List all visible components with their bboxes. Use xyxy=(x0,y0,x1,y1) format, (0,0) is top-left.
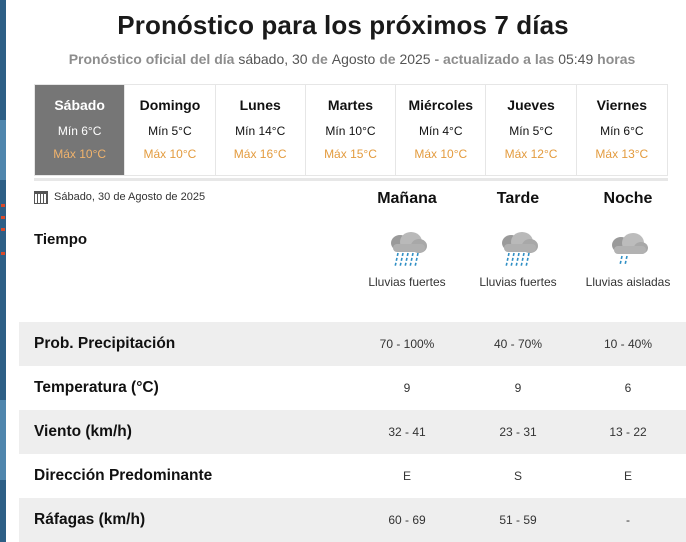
selected-date: Sábado, 30 de Agosto de 2025 xyxy=(34,190,205,204)
day-name: Sábado xyxy=(54,97,105,113)
column-header-tarde: Tarde xyxy=(496,190,540,207)
row-label: Prob. Precipitación xyxy=(34,335,176,352)
cell-manana: 9 xyxy=(403,381,411,395)
day-max-temp: Máx 16°C xyxy=(233,147,287,161)
row-label: Dirección Predominante xyxy=(34,467,213,484)
row-label: Temperatura (°C) xyxy=(34,379,159,396)
day-min-temp: Mín 5°C xyxy=(148,124,192,138)
heavy-rain-icon xyxy=(496,231,540,269)
day-tab-miercoles[interactable]: Miércoles Mín 4°C Máx 10°C xyxy=(396,85,487,175)
day-max-temp: Máx 10°C xyxy=(143,147,197,161)
weather-desc: Lluvias fuertes xyxy=(479,275,557,289)
table-row: Temperatura (°C) 9 9 6 xyxy=(19,366,686,410)
weather-desc: Lluvias fuertes xyxy=(368,275,446,289)
day-min-temp: Mín 4°C xyxy=(419,124,463,138)
day-min-temp: Mín 5°C xyxy=(509,124,553,138)
day-tab-martes[interactable]: Martes Mín 10°C Máx 15°C xyxy=(305,85,397,175)
weather-manana: Lluvias fuertes xyxy=(352,231,462,291)
day-name: Viernes xyxy=(596,97,647,113)
day-min-temp: Mín 10°C xyxy=(325,124,376,138)
forecast-detail-table: Prob. Precipitación 70 - 100% 40 - 70% 1… xyxy=(19,322,686,542)
day-name: Lunes xyxy=(239,97,281,113)
day-name: Domingo xyxy=(139,97,201,113)
column-header-manana: Mañana xyxy=(377,190,437,207)
left-edge-strip xyxy=(0,0,6,542)
cell-noche: 10 - 40% xyxy=(603,337,653,351)
day-name: Jueves xyxy=(507,97,555,113)
day-tab-sabado[interactable]: Sábado Mín 6°C Máx 10°C xyxy=(35,85,126,175)
table-row: Viento (km/h) 32 - 41 23 - 31 13 - 22 xyxy=(19,410,686,454)
day-max-temp: Máx 10°C xyxy=(414,147,468,161)
table-row: Ráfagas (km/h) 60 - 69 51 - 59 - xyxy=(19,498,686,542)
cell-noche: 13 - 22 xyxy=(609,425,647,439)
day-min-temp: Mín 14°C xyxy=(235,124,286,138)
day-tabs: Sábado Mín 6°C Máx 10°C Domingo Mín 5°C … xyxy=(34,84,668,176)
tabs-underline xyxy=(34,178,668,181)
day-max-temp: Máx 15°C xyxy=(324,147,377,161)
day-name: Martes xyxy=(327,97,374,113)
cell-manana: E xyxy=(402,469,411,483)
row-label: Viento (km/h) xyxy=(34,423,132,440)
cell-tarde: S xyxy=(513,469,522,483)
day-max-temp: Máx 10°C xyxy=(53,147,107,161)
page-title: Pronóstico para los próximos 7 días xyxy=(117,10,569,40)
page-subtitle: Pronóstico oficial del día sábado, 30 de… xyxy=(68,51,636,67)
isolated-rain-icon xyxy=(606,231,650,269)
tiempo-label: Tiempo xyxy=(34,231,88,248)
day-min-temp: Mín 6°C xyxy=(600,124,644,138)
cell-noche: E xyxy=(623,469,632,483)
cell-manana: 70 - 100% xyxy=(379,337,435,351)
column-header-noche: Noche xyxy=(603,190,653,207)
weather-noche: Lluvias aisladas xyxy=(573,231,683,291)
weather-tarde: Lluvias fuertes xyxy=(463,231,573,291)
cell-tarde: 23 - 31 xyxy=(499,425,537,439)
cell-tarde: 51 - 59 xyxy=(499,513,537,527)
heavy-rain-icon xyxy=(385,231,429,269)
day-max-temp: Máx 13°C xyxy=(595,147,649,161)
cell-manana: 60 - 69 xyxy=(388,513,426,527)
day-tab-viernes[interactable]: Viernes Mín 6°C Máx 13°C xyxy=(576,85,667,175)
day-tab-domingo[interactable]: Domingo Mín 5°C Máx 10°C xyxy=(125,85,216,175)
day-name: Miércoles xyxy=(408,97,474,113)
cell-tarde: 9 xyxy=(514,381,522,395)
cell-manana: 32 - 41 xyxy=(388,425,426,439)
row-label: Ráfagas (km/h) xyxy=(34,511,146,528)
cell-noche: 6 xyxy=(624,381,632,395)
table-row: Prob. Precipitación 70 - 100% 40 - 70% 1… xyxy=(19,322,686,366)
weather-desc: Lluvias aisladas xyxy=(585,275,671,289)
day-max-temp: Máx 12°C xyxy=(504,147,558,161)
cell-tarde: 40 - 70% xyxy=(493,337,543,351)
selected-date-text: Sábado, 30 de Agosto de 2025 xyxy=(54,191,206,203)
table-row: Dirección Predominante E S E xyxy=(19,454,686,498)
cell-noche: - xyxy=(626,513,630,527)
day-tab-jueves[interactable]: Jueves Mín 5°C Máx 12°C xyxy=(486,85,577,175)
calendar-icon xyxy=(34,190,48,204)
day-min-temp: Mín 6°C xyxy=(57,124,102,138)
day-tab-lunes[interactable]: Lunes Mín 14°C Máx 16°C xyxy=(215,85,306,175)
